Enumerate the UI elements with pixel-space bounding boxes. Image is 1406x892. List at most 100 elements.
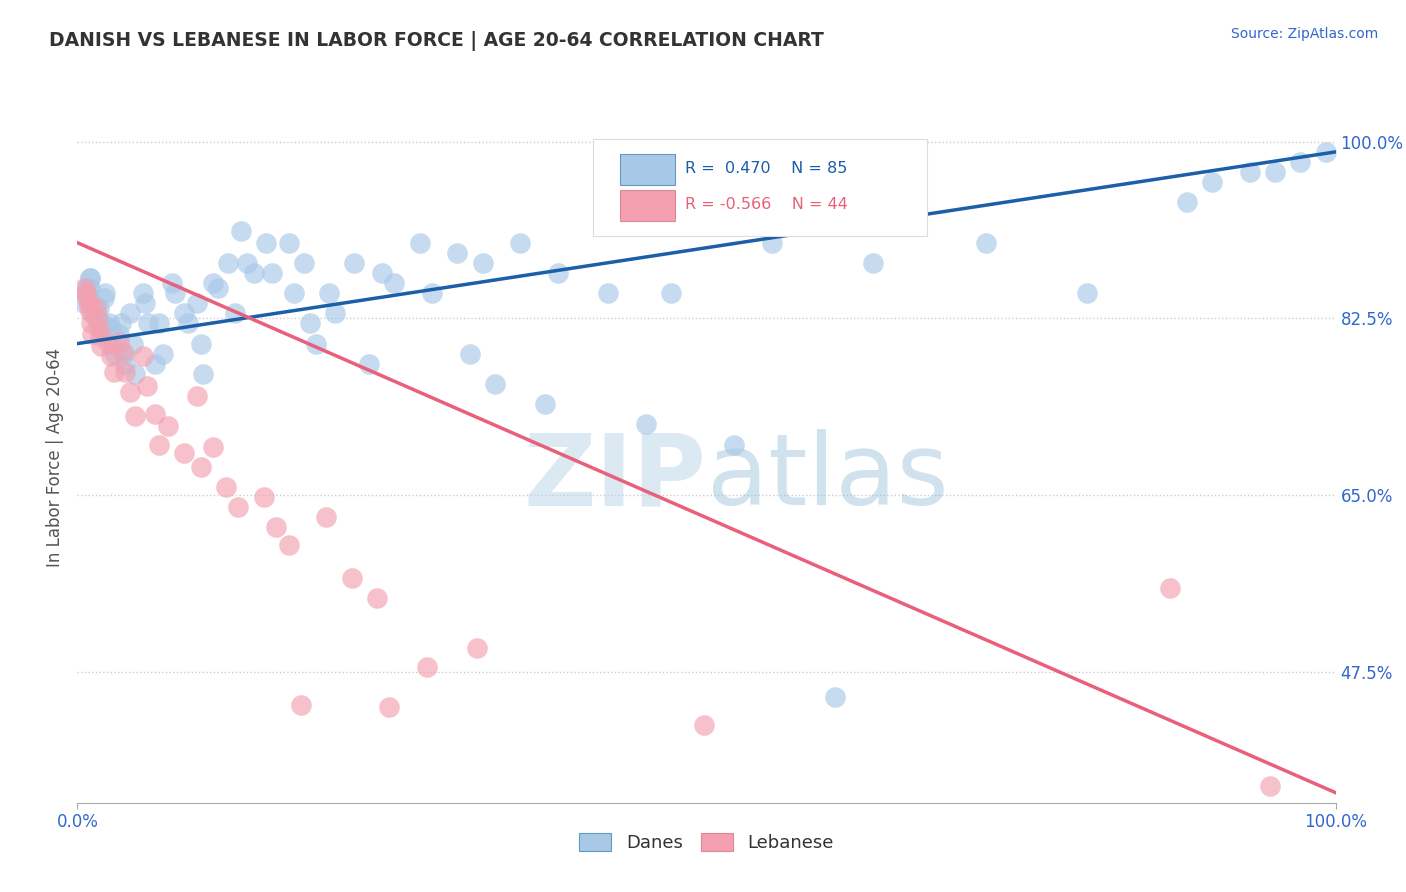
Point xyxy=(124,409,146,424)
Point xyxy=(90,338,112,352)
Point xyxy=(1159,581,1181,595)
Point xyxy=(143,357,166,371)
Point xyxy=(80,317,103,331)
Point xyxy=(103,365,125,379)
Point xyxy=(121,336,143,351)
Point xyxy=(120,306,142,320)
Point xyxy=(190,459,212,474)
Point xyxy=(111,344,134,359)
Point xyxy=(76,291,98,305)
Point xyxy=(72,296,94,310)
Point xyxy=(100,321,122,335)
Point xyxy=(228,500,250,515)
Point xyxy=(160,276,183,290)
Point xyxy=(1258,779,1281,793)
Point xyxy=(156,419,179,434)
Point xyxy=(84,311,107,326)
Point xyxy=(94,286,117,301)
Point xyxy=(112,347,135,361)
Point xyxy=(108,334,131,349)
Point xyxy=(152,347,174,361)
Point xyxy=(318,286,340,301)
Point xyxy=(186,296,208,310)
Point xyxy=(97,336,120,351)
Point xyxy=(1076,286,1098,301)
Point xyxy=(177,317,200,331)
Point xyxy=(76,281,98,295)
Point xyxy=(598,286,620,301)
Point xyxy=(1264,165,1286,179)
Point xyxy=(636,417,658,432)
Point xyxy=(693,718,716,732)
Text: DANISH VS LEBANESE IN LABOR FORCE | AGE 20-64 CORRELATION CHART: DANISH VS LEBANESE IN LABOR FORCE | AGE … xyxy=(49,31,824,51)
Point xyxy=(82,326,104,341)
Point xyxy=(191,367,215,381)
Point xyxy=(534,397,557,411)
Point xyxy=(114,357,136,371)
Point xyxy=(148,317,170,331)
Point xyxy=(79,304,101,318)
Point xyxy=(416,659,439,673)
Point xyxy=(1315,145,1337,159)
Point xyxy=(108,326,131,341)
Point xyxy=(132,349,155,363)
Text: ZIP: ZIP xyxy=(523,429,707,526)
Point xyxy=(252,490,274,504)
Point xyxy=(165,286,187,301)
Point xyxy=(124,367,146,381)
Point xyxy=(224,306,246,320)
Point xyxy=(202,276,225,290)
Point xyxy=(134,296,156,310)
Text: R = -0.566    N = 44: R = -0.566 N = 44 xyxy=(685,197,848,212)
Point xyxy=(132,286,155,301)
Point xyxy=(509,235,531,250)
Point xyxy=(75,286,97,301)
Point xyxy=(148,437,170,451)
Point xyxy=(202,440,225,454)
Point xyxy=(723,437,745,451)
Point xyxy=(340,571,363,585)
Point xyxy=(484,376,506,391)
Point xyxy=(100,349,122,363)
Point xyxy=(79,281,101,295)
Point xyxy=(236,256,259,270)
Point xyxy=(824,690,846,704)
Point xyxy=(1239,165,1261,179)
Point xyxy=(1201,175,1223,189)
Point xyxy=(77,291,100,305)
Point xyxy=(371,266,394,280)
Point xyxy=(974,235,997,250)
Point xyxy=(89,317,111,331)
Point xyxy=(359,357,381,371)
Point xyxy=(79,271,101,285)
Point xyxy=(143,407,166,421)
Point xyxy=(315,510,337,524)
Point xyxy=(458,347,481,361)
Point xyxy=(408,235,430,250)
Point xyxy=(292,256,315,270)
Point xyxy=(1175,195,1198,210)
Y-axis label: In Labor Force | Age 20-64: In Labor Force | Age 20-64 xyxy=(46,348,65,566)
Point xyxy=(299,317,322,331)
Point xyxy=(86,311,108,326)
Point xyxy=(471,256,494,270)
Point xyxy=(217,256,239,270)
Point xyxy=(420,286,443,301)
Text: atlas: atlas xyxy=(707,429,948,526)
Point xyxy=(91,317,114,331)
Point xyxy=(97,317,120,331)
Point xyxy=(75,286,97,301)
Point xyxy=(323,306,346,320)
Point xyxy=(264,520,287,534)
Point xyxy=(84,301,107,316)
Text: R =  0.470    N = 85: R = 0.470 N = 85 xyxy=(685,161,848,177)
Point xyxy=(290,698,312,712)
Point xyxy=(467,641,489,656)
Point xyxy=(89,328,111,343)
Point xyxy=(101,336,124,351)
Point xyxy=(254,235,277,250)
FancyBboxPatch shape xyxy=(593,139,927,236)
Point xyxy=(366,591,388,605)
Point xyxy=(283,286,305,301)
Point xyxy=(207,281,229,295)
